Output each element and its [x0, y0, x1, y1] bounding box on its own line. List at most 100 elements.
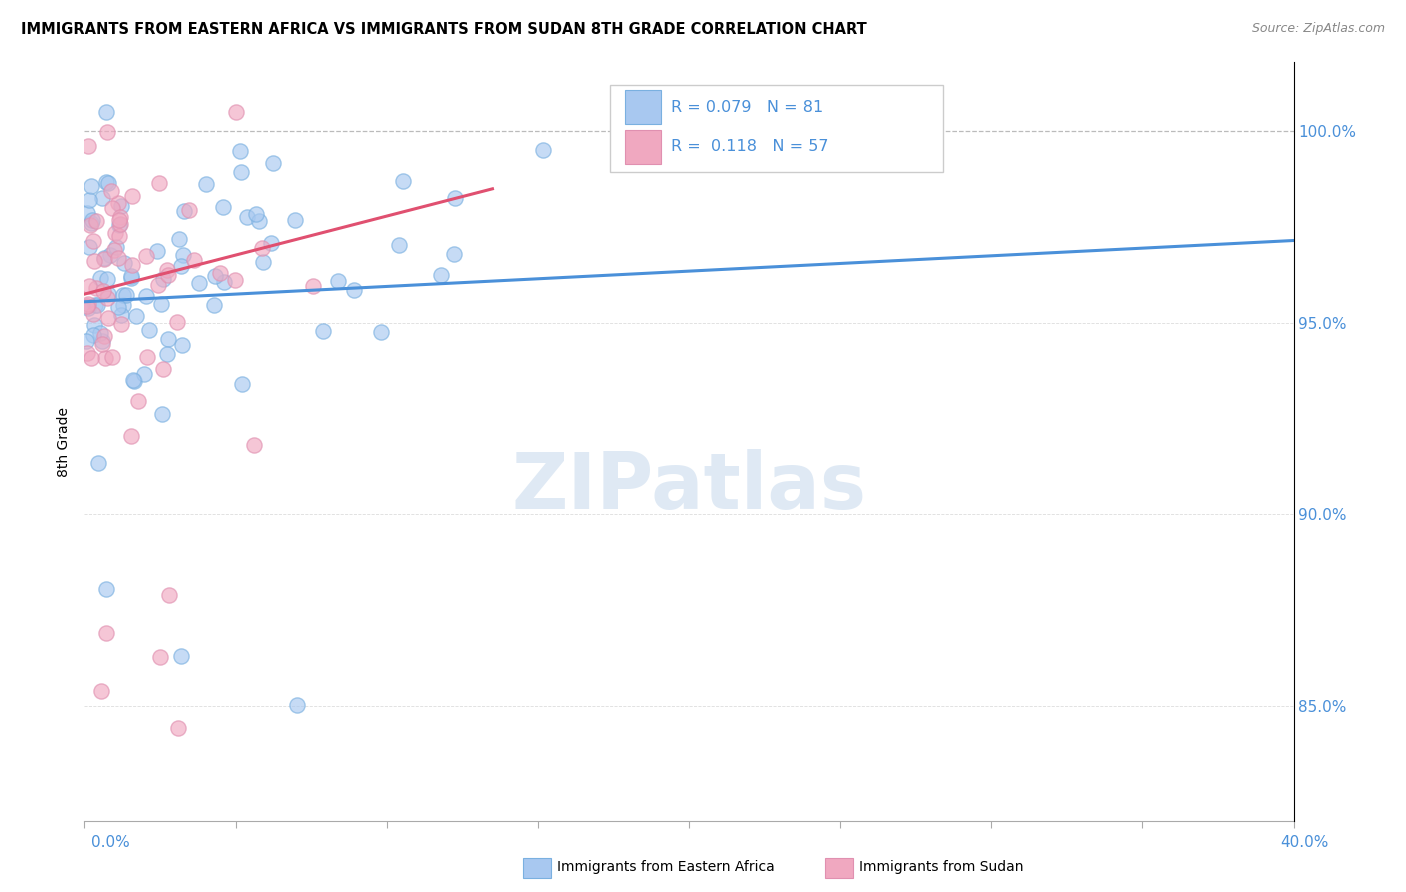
Point — [120, 269, 142, 284]
Point — [284, 213, 307, 227]
Point — [100, 184, 122, 198]
Point — [167, 721, 190, 735]
Point — [209, 266, 232, 280]
Point — [121, 258, 143, 272]
Point — [98, 248, 121, 262]
Point — [77, 279, 100, 293]
Point — [156, 263, 179, 277]
Y-axis label: 8th Grade: 8th Grade — [58, 407, 72, 476]
Text: Immigrants from Eastern Africa: Immigrants from Eastern Africa — [557, 860, 775, 874]
Point — [77, 139, 100, 153]
Point — [135, 249, 157, 263]
Point — [262, 156, 284, 170]
FancyBboxPatch shape — [624, 90, 661, 124]
Point — [91, 336, 114, 351]
Point — [247, 214, 270, 228]
Point — [388, 237, 411, 252]
Point — [138, 323, 160, 337]
Point — [80, 178, 103, 193]
Point — [125, 310, 148, 324]
Point — [229, 144, 252, 158]
Point — [94, 105, 117, 120]
Point — [236, 210, 259, 224]
Point — [243, 438, 266, 452]
Point — [225, 105, 247, 120]
Point — [110, 318, 132, 332]
Point — [311, 324, 333, 338]
Point — [94, 625, 117, 640]
Point — [149, 297, 172, 311]
Point — [152, 272, 174, 286]
Point — [252, 241, 274, 255]
Point — [145, 244, 167, 259]
Point — [93, 252, 115, 267]
Point — [120, 428, 142, 442]
Point — [91, 191, 114, 205]
Text: Source: ZipAtlas.com: Source: ZipAtlas.com — [1251, 22, 1385, 36]
Point — [105, 240, 128, 254]
Point — [157, 268, 180, 283]
Point — [229, 165, 252, 179]
Point — [156, 346, 179, 360]
Point — [91, 334, 114, 349]
Point — [104, 227, 127, 241]
Point — [94, 582, 117, 597]
Point — [84, 298, 107, 312]
Point — [204, 268, 226, 283]
Point — [89, 271, 111, 285]
Point — [83, 254, 105, 268]
Point — [103, 243, 125, 257]
Point — [108, 218, 131, 232]
Point — [82, 328, 104, 343]
Text: IMMIGRANTS FROM EASTERN AFRICA VS IMMIGRANTS FROM SUDAN 8TH GRADE CORRELATION CH: IMMIGRANTS FROM EASTERN AFRICA VS IMMIGR… — [21, 22, 868, 37]
Point — [112, 256, 135, 270]
Point — [121, 189, 143, 203]
Point — [108, 217, 131, 231]
Point — [150, 407, 173, 421]
Point — [84, 214, 107, 228]
Point — [76, 299, 98, 313]
Point — [76, 346, 98, 360]
Point — [245, 207, 267, 221]
Point — [82, 307, 104, 321]
Point — [328, 274, 350, 288]
Point — [152, 362, 174, 376]
Text: R = 0.079   N = 81: R = 0.079 N = 81 — [671, 100, 823, 115]
Point — [82, 234, 104, 248]
Point — [170, 260, 193, 274]
Point — [120, 270, 142, 285]
Point — [212, 276, 235, 290]
FancyBboxPatch shape — [610, 85, 943, 172]
Point — [91, 284, 114, 298]
Point — [110, 199, 132, 213]
Point — [260, 236, 283, 251]
Point — [97, 176, 120, 190]
Point — [86, 298, 108, 312]
Point — [149, 650, 172, 665]
Point — [157, 332, 180, 346]
Point — [96, 271, 118, 285]
Point — [188, 277, 211, 291]
Point — [122, 374, 145, 388]
Point — [79, 194, 101, 208]
Point — [111, 288, 134, 302]
Point — [127, 394, 149, 409]
Point — [231, 377, 253, 392]
Point — [301, 279, 323, 293]
Point — [170, 649, 193, 664]
Text: 40.0%: 40.0% — [1281, 836, 1329, 850]
Point — [97, 311, 120, 326]
Text: ZIPatlas: ZIPatlas — [512, 449, 866, 525]
Point — [531, 144, 554, 158]
Point — [173, 203, 195, 218]
Text: Immigrants from Sudan: Immigrants from Sudan — [859, 860, 1024, 874]
Point — [96, 125, 118, 139]
Point — [115, 288, 138, 302]
Point — [285, 698, 308, 712]
Point — [135, 289, 157, 303]
Point — [77, 240, 100, 254]
Point — [83, 318, 105, 333]
Point — [195, 177, 218, 191]
Point — [135, 350, 157, 364]
Point — [148, 277, 170, 292]
